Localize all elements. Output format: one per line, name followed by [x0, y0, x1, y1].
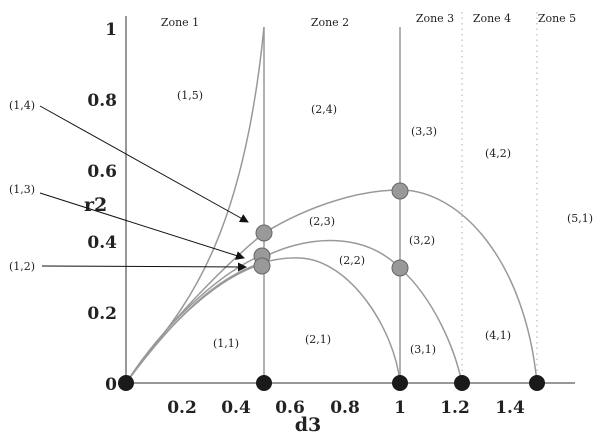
y-tick-label: 0.6: [87, 162, 117, 182]
boundary-curves: [125, 26, 538, 384]
axes: [125, 16, 575, 384]
callout-label: (1,3): [9, 183, 35, 196]
x-tick-label: 1.2: [440, 398, 470, 418]
region-label: (2,2): [339, 254, 365, 267]
y-tick-label: 0.8: [87, 91, 117, 111]
x-tick-label: 0.2: [167, 398, 197, 418]
region-label: (1,1): [213, 337, 239, 350]
zone-boundaries: [263, 12, 538, 383]
grey-marker: [253, 257, 271, 275]
callout-arrow: [41, 262, 247, 272]
curve-1-4: [125, 232, 265, 384]
curve-1-3: [125, 254, 263, 384]
callout-arrow: [39, 105, 249, 223]
zone-label: Zone 3: [416, 12, 454, 25]
callouts: (1,4) (1,3) (1,2): [9, 99, 249, 273]
callout-arrow: [39, 192, 245, 260]
region-label: (2,1): [305, 333, 331, 346]
zone-label: Zone 1: [161, 16, 199, 29]
region-label: (4,1): [485, 329, 511, 342]
x-tick-label: 0.4: [221, 398, 251, 418]
region-label: (5,1): [567, 212, 593, 225]
zone-label: Zone 2: [311, 16, 349, 29]
y-tick-labels: 0 0.2 0.4 0.6 0.8 1: [87, 20, 117, 395]
grey-markers: [253, 182, 409, 277]
region-label: (3,3): [411, 125, 437, 138]
callout-label: (1,4): [9, 99, 35, 112]
x-axis-title: d3: [295, 414, 322, 435]
zone-labels: Zone 1 Zone 2 Zone 3 Zone 4 Zone 5: [161, 12, 576, 29]
black-marker: [529, 375, 545, 391]
x-tick-label: 0.8: [330, 398, 360, 418]
grey-marker: [391, 259, 409, 277]
region-label: (3,1): [410, 343, 436, 356]
black-marker: [256, 375, 272, 391]
region-label: (2,4): [311, 103, 337, 116]
y-axis-title: r2: [84, 194, 107, 216]
region-label: (3,2): [409, 234, 435, 247]
grey-marker: [255, 224, 273, 242]
region-labels: (1,5) (2,4) (3,3) (4,2) (2,3) (3,2) (5,1…: [177, 89, 593, 356]
curve-2-3-arc: [263, 189, 538, 384]
region-label: (2,3): [309, 215, 335, 228]
black-marker: [454, 375, 470, 391]
region-label: (4,2): [485, 147, 511, 160]
callout-label: (1,2): [9, 260, 35, 273]
region-label: (1,5): [177, 89, 203, 102]
grey-marker: [391, 182, 409, 200]
zone-label: Zone 4: [473, 12, 511, 25]
curve-2-1-arc: [125, 257, 401, 384]
x-tick-label: 0.6: [275, 398, 305, 418]
y-tick-label: 0.4: [87, 233, 117, 253]
curve-1-2: [125, 263, 263, 384]
black-marker: [118, 375, 134, 391]
x-tick-labels: 0.2 0.4 0.6 0.8 1 1.2 1.4: [167, 398, 525, 418]
zone-label: Zone 5: [538, 12, 576, 25]
y-tick-label: 1: [105, 20, 117, 40]
black-markers: [118, 375, 545, 391]
curve-1-5: [125, 26, 265, 384]
x-tick-label: 1: [394, 398, 406, 418]
x-tick-label: 1.4: [495, 398, 525, 418]
black-marker: [392, 375, 408, 391]
y-tick-label: 0.2: [87, 304, 117, 324]
y-tick-label: 0: [105, 375, 117, 395]
